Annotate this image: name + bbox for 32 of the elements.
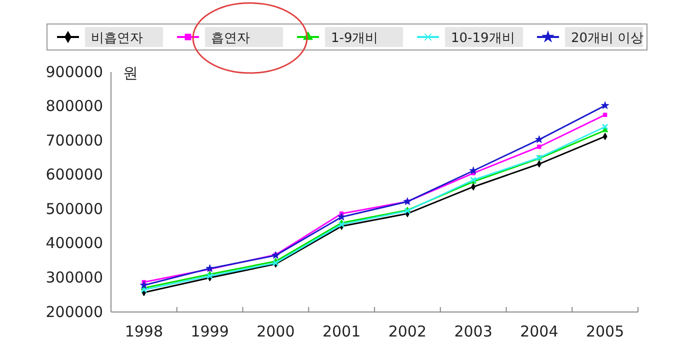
point bbox=[537, 144, 542, 149]
y-tick-label: 300000 bbox=[46, 268, 103, 287]
point bbox=[140, 286, 148, 293]
legend-label: 비흡연자 bbox=[91, 31, 143, 46]
legend-label: 10-19개비 bbox=[451, 31, 515, 46]
y-tick-label: 800000 bbox=[46, 97, 103, 116]
x-tick-label: 2004 bbox=[520, 322, 558, 341]
x-tick-label: 2000 bbox=[256, 322, 295, 341]
y-tick-label: 400000 bbox=[46, 234, 103, 252]
y-tick-label: 200000 bbox=[46, 302, 103, 321]
y-tick-label: 900000 bbox=[46, 62, 103, 81]
x-tick-label: 2003 bbox=[454, 322, 492, 341]
point bbox=[140, 281, 148, 289]
y-tick-label: 700000 bbox=[46, 131, 103, 150]
x-tick-label: 2001 bbox=[322, 322, 361, 341]
y-tick-label: 600000 bbox=[46, 166, 103, 184]
point bbox=[601, 101, 610, 110]
point bbox=[602, 124, 608, 130]
x-tick-label: 1999 bbox=[190, 322, 229, 341]
point bbox=[469, 166, 478, 174]
legend-label: 1-9개비 bbox=[331, 31, 378, 46]
x-tick-label: 2005 bbox=[586, 322, 624, 341]
x-tick-label: 2002 bbox=[388, 322, 427, 341]
x-tick-label: 1998 bbox=[124, 322, 164, 341]
legend-label: 20개비 이상 bbox=[571, 31, 644, 46]
y-axis-title: 원 bbox=[123, 64, 138, 82]
y-tick-label: 500000 bbox=[46, 200, 103, 218]
point bbox=[338, 221, 345, 228]
point bbox=[206, 264, 214, 272]
point bbox=[602, 112, 608, 117]
point bbox=[535, 135, 544, 144]
legend-label: 흡연자 bbox=[211, 31, 250, 46]
